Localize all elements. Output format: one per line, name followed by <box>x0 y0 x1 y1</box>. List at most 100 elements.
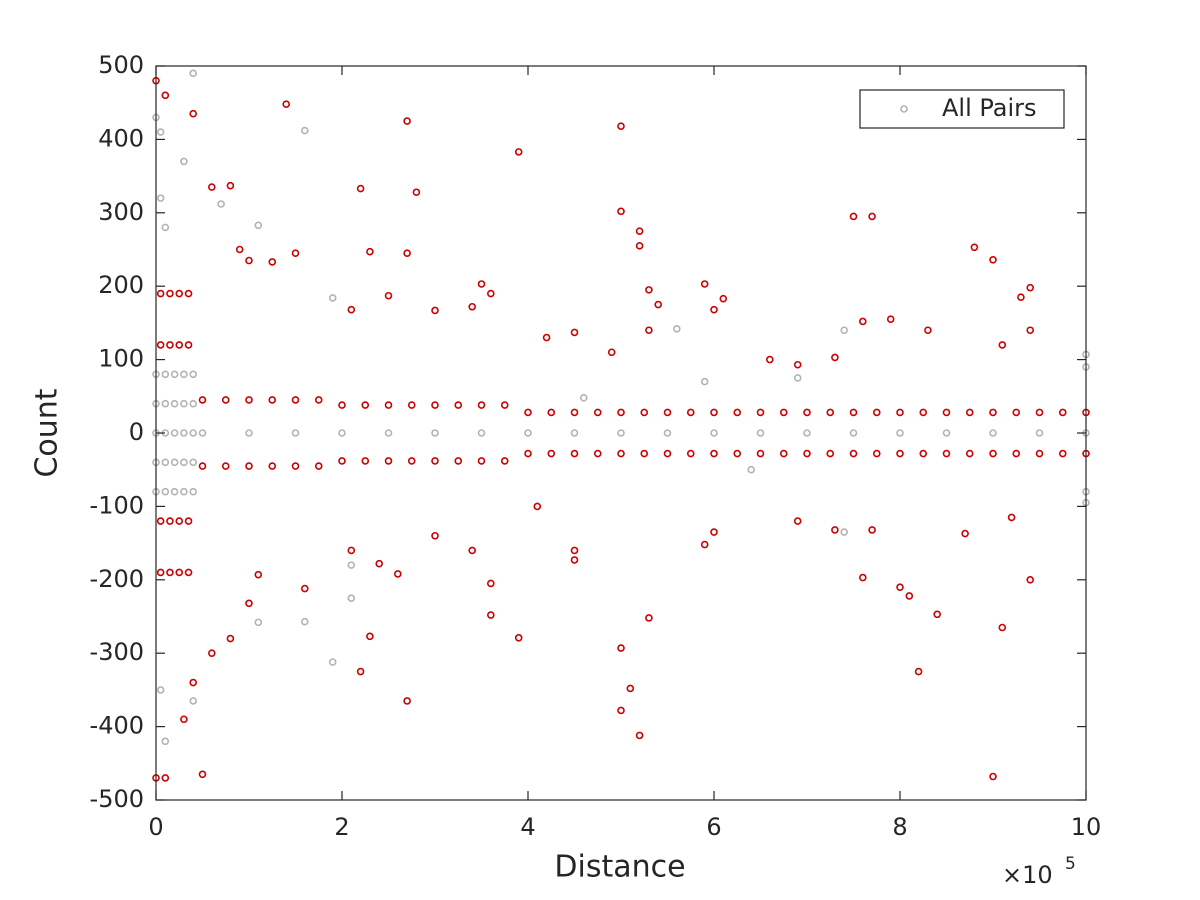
marker <box>924 326 932 335</box>
marker <box>170 429 179 437</box>
marker <box>366 632 374 641</box>
marker <box>1026 283 1034 292</box>
legend-box <box>859 89 1065 129</box>
marker <box>635 227 644 235</box>
marker <box>300 584 309 593</box>
marker <box>626 684 635 693</box>
marker <box>486 289 495 298</box>
marker <box>640 408 649 417</box>
marker <box>221 462 230 470</box>
marker <box>617 449 625 458</box>
marker <box>1035 449 1044 458</box>
marker <box>254 618 263 627</box>
marker <box>161 487 170 496</box>
marker <box>542 333 551 342</box>
marker <box>208 649 216 658</box>
marker <box>245 599 253 608</box>
y-axis-label: Count <box>30 388 65 477</box>
legend-label: All Pairs <box>942 94 1037 122</box>
marker <box>454 401 463 409</box>
marker <box>645 286 653 294</box>
marker <box>161 91 170 100</box>
marker <box>338 429 346 437</box>
marker <box>314 462 323 470</box>
marker <box>617 644 625 652</box>
marker <box>375 559 384 568</box>
marker <box>184 289 193 298</box>
y-tick-label: 300 <box>98 198 144 226</box>
marker <box>403 697 411 705</box>
x-multiplier-exponent: 5 <box>1065 854 1076 874</box>
marker <box>184 341 193 349</box>
marker <box>347 561 356 569</box>
marker <box>189 370 197 379</box>
marker <box>291 462 300 470</box>
marker <box>896 408 904 417</box>
marker <box>989 449 997 458</box>
marker <box>570 546 579 555</box>
x-tick-label: 10 <box>1071 813 1102 841</box>
plot-points <box>152 69 1090 782</box>
marker <box>961 529 969 538</box>
marker <box>849 408 858 417</box>
marker <box>970 243 979 252</box>
marker <box>226 181 235 190</box>
marker <box>175 517 184 525</box>
marker <box>161 774 170 782</box>
marker <box>356 184 365 193</box>
marker <box>431 306 439 315</box>
marker <box>189 487 197 496</box>
marker <box>849 212 858 221</box>
marker <box>328 294 337 302</box>
marker <box>1026 575 1034 584</box>
marker <box>733 408 742 417</box>
y-tick-label: -100 <box>90 491 144 519</box>
marker <box>826 449 835 458</box>
marker <box>635 242 644 250</box>
marker <box>156 289 165 298</box>
marker <box>672 324 681 333</box>
marker <box>431 429 439 437</box>
y-tick-label: -500 <box>90 785 144 813</box>
legend-marker <box>900 105 908 113</box>
marker <box>570 429 579 437</box>
marker <box>314 396 323 404</box>
y-tick-label: -200 <box>90 565 144 593</box>
marker <box>710 305 718 314</box>
marker <box>1035 429 1044 437</box>
marker <box>180 157 188 166</box>
marker <box>896 429 904 437</box>
marker <box>965 408 974 417</box>
y-tick-label: 0 <box>129 418 144 446</box>
marker <box>1058 408 1067 417</box>
marker <box>933 610 942 619</box>
marker <box>254 570 263 579</box>
marker <box>454 457 463 465</box>
marker <box>989 408 997 417</box>
marker <box>872 449 881 458</box>
marker <box>710 429 718 437</box>
marker <box>175 568 184 577</box>
marker <box>268 258 277 266</box>
marker <box>942 429 951 437</box>
marker <box>477 457 486 465</box>
marker <box>793 360 802 369</box>
marker <box>180 715 188 724</box>
marker <box>500 457 509 465</box>
marker <box>156 686 165 694</box>
marker <box>756 408 765 417</box>
marker <box>593 408 602 417</box>
marker <box>700 540 709 549</box>
marker <box>161 370 170 379</box>
marker <box>198 396 207 404</box>
marker <box>254 221 263 230</box>
marker <box>170 458 179 467</box>
marker <box>156 128 165 136</box>
marker <box>361 457 370 465</box>
marker <box>338 457 346 465</box>
marker <box>198 429 207 437</box>
marker <box>840 528 849 536</box>
marker <box>300 126 309 135</box>
x-tick-label: 8 <box>892 813 907 841</box>
marker <box>347 546 356 555</box>
